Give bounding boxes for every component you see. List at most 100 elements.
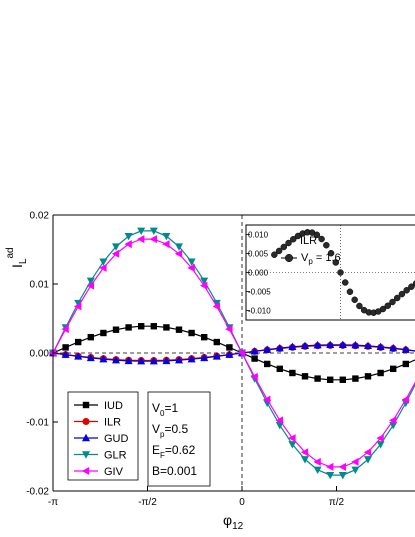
- parameter-text: V0=1: [152, 401, 178, 418]
- data-point: [288, 441, 297, 449]
- data-point: [226, 344, 233, 351]
- inset-y-tick-label: 0.005: [248, 250, 269, 259]
- data-point: [364, 373, 372, 380]
- data-point: [377, 369, 384, 377]
- inset-y-tick-label: -0.010: [248, 307, 271, 316]
- inset-data-point: [332, 259, 340, 266]
- inset-data-point: [285, 239, 292, 247]
- x-tick-label: 0: [239, 497, 245, 508]
- inset-y-tick-label: 0.010: [248, 231, 269, 240]
- data-point: [225, 325, 233, 334]
- series-line: [52, 325, 415, 381]
- data-point: [174, 249, 183, 258]
- inset-y-tick-label: -0.005: [248, 288, 271, 297]
- data-point: [212, 302, 221, 311]
- reference-lines: [53, 215, 415, 491]
- data-point: [300, 456, 309, 464]
- data-point: [388, 416, 397, 425]
- data-point: [137, 357, 146, 365]
- legend-item-ilr: ILR: [74, 417, 121, 429]
- inset-data-point: [398, 290, 406, 298]
- data-point: [149, 227, 158, 236]
- data-point: [275, 343, 284, 352]
- legend-label: GUD: [104, 433, 129, 445]
- data-point: [376, 434, 384, 443]
- data-point: [313, 457, 321, 466]
- inset-legend-marker: [284, 253, 294, 263]
- data-point: [212, 352, 221, 360]
- inset-plot: 0.010 0.005 0.000 -0.005 -0.010: [246, 225, 415, 320]
- data-point: [187, 354, 196, 363]
- data-point: [187, 263, 195, 272]
- y-tick-labels: 0.02 0.01 0.00 -0.01 -0.02: [26, 211, 49, 498]
- data-point: [86, 281, 95, 290]
- data-point: [313, 340, 322, 349]
- legend-label: GIV: [104, 466, 124, 478]
- data-point: [86, 277, 95, 286]
- inset-title: ILR: [300, 235, 317, 247]
- data-point: [124, 240, 132, 249]
- data-point: [300, 448, 309, 457]
- data-point: [61, 325, 69, 334]
- inset-data-point: [403, 287, 410, 294]
- data-point: [401, 345, 410, 353]
- data-point: [225, 350, 234, 358]
- data-point: [162, 232, 171, 241]
- data-point: [149, 357, 158, 365]
- inset-data-point: [341, 279, 349, 286]
- inset-data-point: [379, 305, 387, 313]
- data-point: [250, 372, 258, 381]
- data-point: [99, 263, 107, 272]
- data-point: [376, 441, 385, 449]
- parameters: V0=1 Vp=0.5 EF=0.62 B=0.001: [152, 401, 197, 478]
- inset-data-point: [290, 236, 297, 243]
- data-point: [326, 340, 335, 348]
- data-point: [276, 365, 283, 373]
- data-point: [74, 302, 82, 311]
- inset-data-point: [356, 302, 363, 310]
- data-point: [150, 323, 158, 330]
- data-point: [111, 249, 120, 258]
- data-point: [81, 467, 90, 475]
- parameter-text: Vp=0.5: [152, 422, 188, 439]
- data-point: [74, 352, 83, 360]
- data-point: [288, 434, 296, 443]
- data-point: [112, 326, 120, 333]
- data-point: [352, 375, 359, 382]
- data-point: [351, 340, 360, 349]
- data-point: [87, 333, 95, 341]
- data-point: [251, 355, 258, 362]
- data-point: [326, 376, 334, 383]
- data-point: [125, 324, 132, 331]
- data-point: [389, 365, 397, 373]
- series-giv: [48, 235, 415, 471]
- parameter-text: EF=0.62: [152, 443, 196, 460]
- data-point: [200, 277, 209, 286]
- data-point: [213, 338, 221, 346]
- data-point: [149, 235, 158, 244]
- y-tick-label: -0.02: [26, 487, 49, 498]
- legend-label: ILR: [104, 417, 121, 429]
- inset-data-point: [327, 249, 335, 257]
- data-point: [175, 355, 184, 364]
- x-tick-label: -π: [48, 497, 58, 508]
- data-point: [137, 235, 145, 244]
- inset-legend-label: Vp = 1.6: [301, 252, 341, 266]
- axes: [52, 214, 415, 492]
- data-point: [275, 416, 283, 425]
- data-point: [138, 323, 145, 330]
- inset-data-point: [389, 298, 396, 306]
- data-point: [200, 281, 208, 290]
- x-tick-label: π/2: [329, 497, 345, 508]
- data-point: [313, 466, 322, 475]
- data-point: [86, 353, 95, 362]
- inset-data-point: [408, 283, 415, 290]
- data-point: [187, 258, 196, 266]
- legend-label: GLR: [104, 450, 127, 462]
- data-point: [339, 376, 346, 383]
- data-point: [124, 232, 133, 241]
- data-point: [263, 360, 271, 368]
- data-point: [263, 345, 272, 353]
- data-point: [112, 355, 121, 364]
